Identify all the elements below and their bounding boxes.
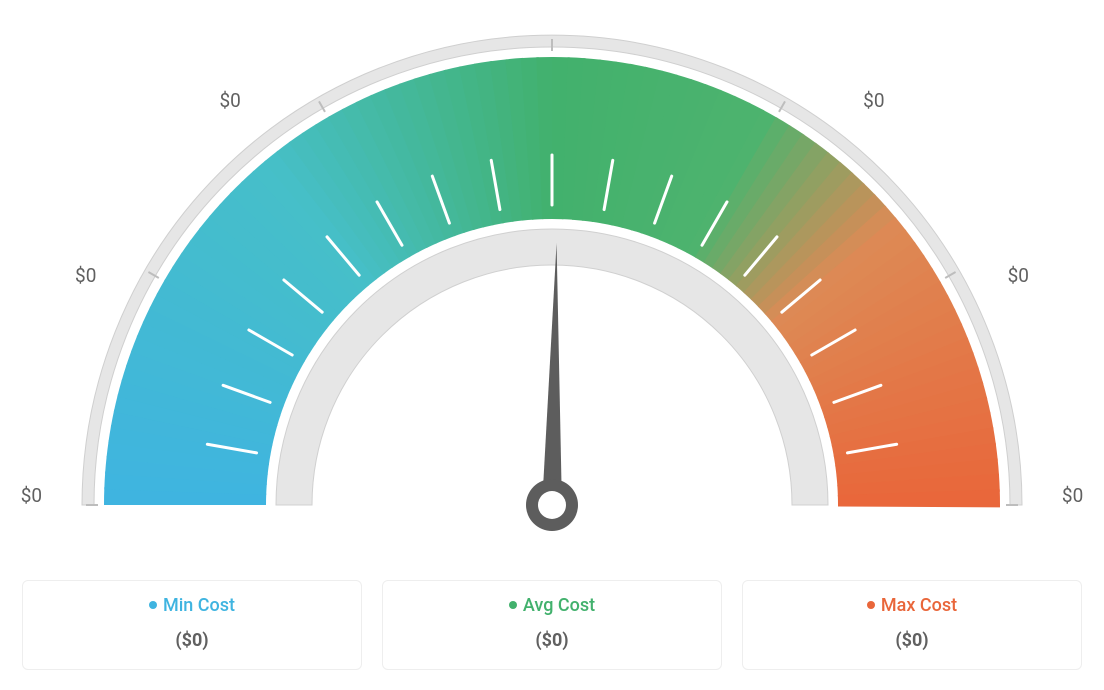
legend-label-text: Avg Cost: [523, 595, 595, 616]
legend-value-max: ($0): [753, 630, 1071, 651]
gauge-scale-label: $0: [863, 89, 884, 112]
gauge-scale-label: $0: [219, 89, 240, 112]
bullet-icon: [867, 601, 875, 609]
legend-label-text: Min Cost: [163, 595, 235, 616]
legend-card-min: Min Cost ($0): [22, 580, 362, 670]
gauge-needle: [542, 243, 562, 506]
legend-label-max: Max Cost: [753, 595, 1071, 616]
gauge-chart: $0$0$0$0$0$0$0: [10, 10, 1094, 570]
legend-card-max: Max Cost ($0): [742, 580, 1082, 670]
legend-value-min: ($0): [33, 630, 351, 651]
gauge-scale-label: $0: [21, 484, 42, 507]
bullet-icon: [149, 601, 157, 609]
gauge-scale-label: $0: [1062, 484, 1083, 507]
legend-label-text: Max Cost: [881, 595, 957, 616]
cost-gauge-widget: $0$0$0$0$0$0$0 Min Cost($0)Avg Cost($0)M…: [10, 10, 1094, 670]
gauge-scale-label: $0: [75, 264, 96, 287]
gauge-svg: $0$0$0$0$0$0$0: [10, 10, 1094, 570]
legend-label-min: Min Cost: [33, 595, 351, 616]
legend-value-avg: ($0): [393, 630, 711, 651]
bullet-icon: [509, 601, 517, 609]
legend-label-avg: Avg Cost: [393, 595, 711, 616]
gauge-needle-hub-hole: [538, 491, 566, 519]
legend-card-avg: Avg Cost ($0): [382, 580, 722, 670]
gauge-scale-label: $0: [1008, 264, 1029, 287]
legend-row: Min Cost ($0) Avg Cost ($0) Max Cost ($0): [10, 580, 1094, 670]
